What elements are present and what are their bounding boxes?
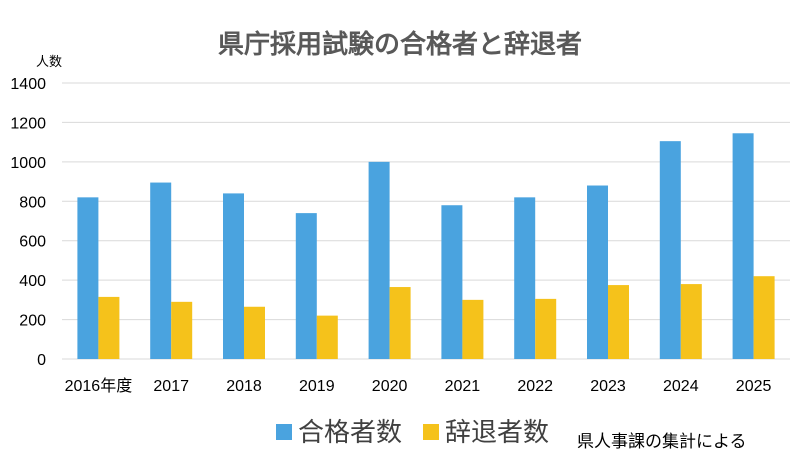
y-tick-label: 1400 bbox=[10, 76, 46, 93]
y-axis-ticks: 0 200 400 600 800 1000 1200 1400 bbox=[10, 76, 46, 369]
chart-title: 県庁採用試験の合格者と辞退者 bbox=[218, 29, 582, 60]
bar-declined bbox=[244, 306, 265, 359]
bar-passed bbox=[732, 133, 754, 359]
y-tick-label: 0 bbox=[37, 352, 46, 369]
y-tick-label: 1200 bbox=[10, 115, 46, 132]
bar-declined bbox=[171, 301, 193, 359]
legend-swatch bbox=[423, 424, 439, 440]
x-tick-label: 2018 bbox=[226, 378, 262, 395]
bar-passed bbox=[514, 197, 536, 359]
bar-passed bbox=[587, 185, 608, 359]
bar-passed bbox=[659, 141, 681, 359]
bar-passed bbox=[441, 205, 463, 359]
x-tick-label: 2023 bbox=[590, 378, 626, 395]
legend: 合格者数 辞退者数 bbox=[276, 418, 549, 448]
bar-declined bbox=[680, 284, 702, 359]
y-tick-label: 200 bbox=[19, 313, 46, 330]
x-tick-label: 2021 bbox=[445, 378, 481, 395]
legend-swatch bbox=[276, 424, 292, 440]
bar-passed bbox=[368, 161, 390, 359]
bar-passed bbox=[150, 182, 172, 359]
bar-declined bbox=[98, 296, 120, 359]
x-tick-label: 2019 bbox=[299, 378, 335, 395]
y-axis-label: 人数 bbox=[36, 55, 62, 70]
legend-label: 合格者数 bbox=[298, 418, 402, 448]
bar-passed bbox=[295, 213, 317, 359]
x-axis-ticks: 2016年度 2017 2018 2019 2020 2021 2022 2023 2024 20… bbox=[65, 377, 772, 395]
bar-declined bbox=[535, 298, 557, 359]
bar-declined bbox=[462, 299, 484, 359]
y-tick-label: 600 bbox=[19, 234, 46, 251]
legend-label: 辞退者数 bbox=[445, 418, 549, 448]
bar-declined bbox=[389, 287, 411, 359]
bar-declined bbox=[753, 276, 775, 359]
bars bbox=[77, 133, 775, 359]
x-tick-label: 2016年度 bbox=[65, 377, 133, 395]
source-note: 県人事課の集計による bbox=[577, 432, 747, 452]
x-tick-label: 2020 bbox=[372, 378, 408, 395]
bar-passed bbox=[77, 197, 99, 359]
bar-declined bbox=[316, 315, 338, 359]
x-tick-label: 2024 bbox=[663, 378, 699, 395]
x-tick-label: 2017 bbox=[153, 378, 189, 395]
x-tick-label: 2022 bbox=[517, 378, 553, 395]
y-tick-label: 800 bbox=[19, 194, 46, 211]
x-tick-label: 2025 bbox=[736, 378, 772, 395]
bar-passed bbox=[223, 193, 244, 359]
y-tick-label: 400 bbox=[19, 273, 46, 290]
y-tick-label: 1000 bbox=[10, 155, 46, 172]
bar-declined bbox=[608, 285, 629, 359]
